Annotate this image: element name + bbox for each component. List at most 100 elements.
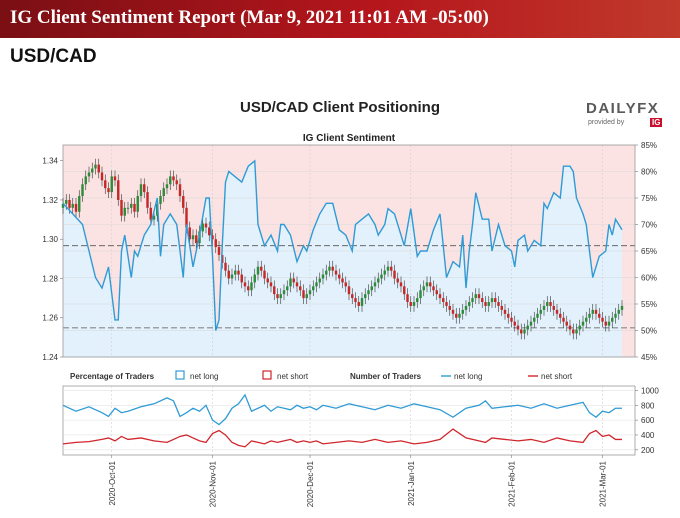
candle [159, 196, 162, 204]
count-tick-label: 800 [641, 401, 655, 410]
candle [123, 207, 126, 216]
candle [409, 302, 412, 306]
candle [341, 278, 344, 283]
candle [416, 298, 419, 303]
candle [393, 270, 396, 279]
candle [520, 329, 523, 334]
candle [539, 309, 542, 314]
y-right-tick-label: 85% [641, 141, 657, 150]
candle [185, 207, 188, 228]
candle [364, 294, 367, 299]
candle [546, 302, 549, 306]
candle [308, 290, 312, 295]
currency-pair: USD/CAD [10, 46, 97, 67]
candle [136, 196, 139, 212]
candle [533, 317, 536, 322]
candle [104, 180, 107, 189]
candle [572, 329, 575, 334]
candle [65, 199, 68, 204]
candle [552, 305, 555, 310]
candle [217, 247, 221, 255]
candle [403, 286, 406, 295]
candle [302, 290, 305, 299]
candle [188, 227, 191, 240]
candle [611, 317, 614, 322]
candle [581, 321, 585, 326]
candle [328, 266, 331, 271]
legend-long-swatch [175, 370, 185, 380]
y-left-tick-label: 1.26 [42, 314, 58, 323]
candle [325, 270, 328, 275]
candle [318, 278, 321, 283]
candle [461, 309, 464, 314]
y-right-tick-label: 75% [641, 194, 657, 203]
candle [260, 266, 263, 271]
logo-provided: provided by [588, 119, 625, 126]
candle [516, 325, 520, 330]
candle [565, 321, 568, 326]
candle [620, 305, 624, 310]
candle [344, 282, 347, 287]
x-tick-label: 2020-Oct-01 [108, 460, 117, 505]
candle [227, 270, 230, 279]
candle [575, 329, 578, 334]
candle [559, 313, 562, 318]
candle [175, 180, 178, 185]
candle [536, 313, 539, 318]
candle [549, 302, 552, 306]
candle [474, 294, 477, 299]
net-long-percent-line [62, 159, 623, 331]
x-tick-label: 2021-Jan-01 [407, 460, 416, 505]
candle [529, 321, 533, 326]
candle [471, 298, 474, 303]
candle [237, 270, 240, 275]
candle [263, 270, 266, 279]
legend-long-count-label: net long [454, 372, 482, 381]
count-panel-frame [62, 385, 636, 456]
count-tick-label: 200 [641, 446, 655, 455]
candle [438, 294, 442, 299]
candle [126, 207, 130, 209]
candle [282, 290, 286, 295]
candle [276, 294, 279, 299]
candle [204, 223, 208, 228]
logo-wordmark: DAILYFX [586, 100, 660, 117]
candle [334, 270, 338, 275]
y-right-tick-label: 45% [641, 353, 657, 362]
candle [477, 294, 481, 299]
candle [266, 278, 269, 283]
candle [351, 294, 354, 299]
x-tick-label: 2021-Mar-01 [599, 460, 608, 506]
candle [445, 302, 448, 306]
candle [455, 313, 458, 318]
candle [429, 282, 432, 287]
candle [61, 203, 65, 208]
candle [497, 302, 500, 306]
candle [432, 286, 435, 291]
y-left-tick-label: 1.28 [42, 274, 58, 283]
candle [354, 298, 357, 303]
candle [289, 278, 292, 287]
report-title: IG Client Sentiment Report (Mar 9, 2021 … [10, 7, 489, 28]
candle [555, 309, 559, 314]
candle [211, 235, 214, 240]
candle [338, 274, 341, 279]
candle [149, 207, 152, 220]
y-right-tick-label: 55% [641, 300, 657, 309]
count-tick-label: 400 [641, 431, 655, 440]
candle [607, 321, 611, 326]
candle [435, 290, 438, 295]
candle [91, 168, 94, 173]
candle [396, 278, 399, 283]
candle [195, 235, 198, 244]
candle [562, 317, 565, 322]
candle [412, 302, 416, 306]
candle [357, 302, 360, 306]
x-tick-label: 2021-Feb-01 [508, 460, 517, 506]
candle [484, 302, 487, 306]
candle [500, 305, 503, 310]
x-tick-label: 2020-Nov-01 [209, 460, 218, 507]
candle [370, 286, 373, 291]
candle [601, 317, 604, 322]
